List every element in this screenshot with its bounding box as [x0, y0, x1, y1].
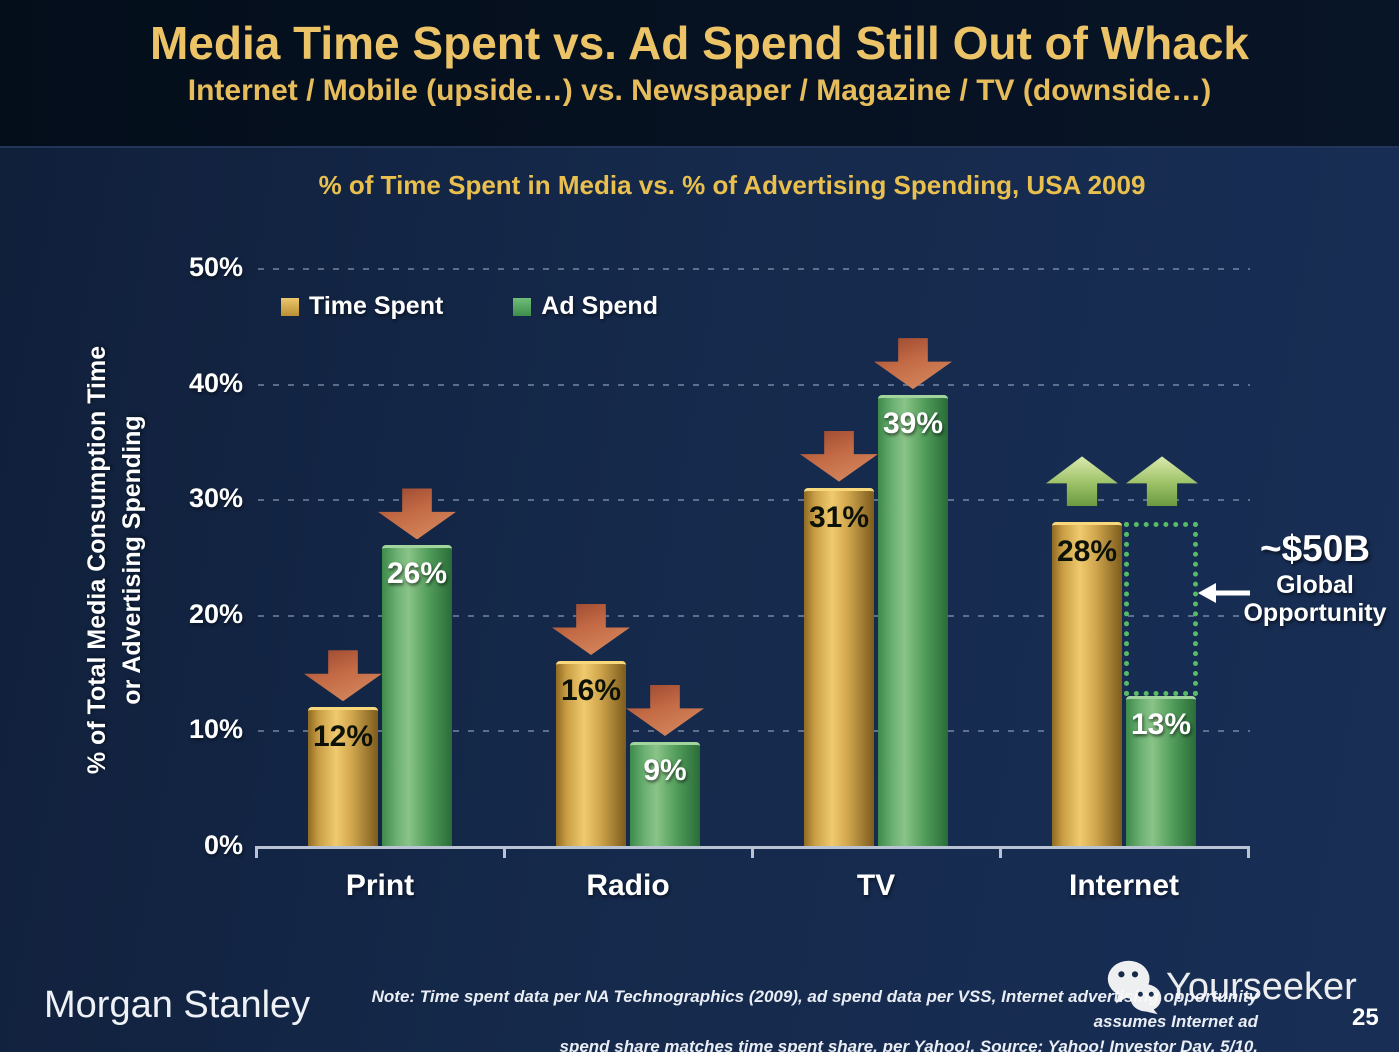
opportunity-annotation: ~$50B Global Opportunity	[1235, 528, 1395, 626]
time-spent-swatch-icon	[281, 297, 299, 316]
gridline-20%	[258, 614, 1250, 617]
x-axis-tick	[503, 846, 506, 858]
chart-legend: Time Spent Ad Spend	[281, 292, 658, 321]
bar-value-time-spent-radio: 16%	[560, 674, 622, 708]
x-category-label-print: Print	[345, 869, 415, 902]
bar-value-ad-spend-radio: 9%	[643, 753, 687, 787]
legend-label-time-spent: Time Spent	[309, 292, 444, 320]
wechat-icon	[1107, 960, 1162, 1015]
opportunity-label-line1: Global	[1276, 571, 1354, 599]
y-tick-label-40%: 40%	[188, 367, 243, 398]
x-axis-tick	[999, 846, 1002, 858]
bar-time-spent-tv	[804, 487, 874, 846]
gridline-10%	[258, 730, 1250, 733]
down-arrow-icon	[378, 488, 456, 540]
down-arrow-icon	[874, 338, 952, 390]
bar-ad-spend-radio	[630, 741, 700, 846]
slide-subtitle: Internet / Mobile (upside…) vs. Newspape…	[187, 74, 1212, 107]
source-note: Note: Time spent data per NA Technograph…	[308, 984, 1258, 1052]
watermark-text: Yourseeker	[1166, 965, 1357, 1008]
y-tick-label-10%: 10%	[188, 714, 243, 745]
bar-time-spent-internet	[1052, 522, 1122, 846]
down-arrow-icon	[552, 604, 630, 656]
bar-ad-spend-tv	[878, 395, 948, 846]
source-note-line1: Note: Time spent data per NA Technograph…	[371, 987, 1258, 1031]
x-category-label-tv: TV	[856, 869, 896, 902]
gridline-40%	[258, 383, 1250, 386]
y-tick-label-20%: 20%	[188, 598, 243, 629]
gridline-30%	[258, 499, 1250, 502]
watermark: Yourseeker	[1106, 956, 1357, 1018]
bar-value-ad-spend-tv: 39%	[882, 407, 944, 441]
down-arrow-icon	[800, 430, 878, 482]
morgan-stanley-logo: Morgan Stanley	[44, 984, 311, 1026]
y-tick-label-50%: 50%	[188, 252, 243, 282]
bar-value-time-spent-internet: 28%	[1056, 535, 1118, 569]
source-note-line2: spend share matches time spent share, pe…	[559, 1037, 1259, 1052]
left-arrow-icon	[1198, 580, 1252, 611]
page-number: 25	[1352, 1004, 1379, 1031]
legend-label-ad-spend: Ad Spend	[541, 292, 658, 320]
y-tick-label-30%: 30%	[188, 483, 243, 514]
opportunity-amount: ~$50B	[1259, 528, 1371, 569]
x-axis-tick	[255, 846, 258, 858]
ad-spend-swatch-icon	[513, 297, 532, 316]
bar-value-ad-spend-print: 26%	[386, 557, 448, 591]
down-arrow-icon	[304, 650, 382, 702]
down-arrow-icon	[626, 684, 704, 736]
slide-header: Media Time Spent vs. Ad Spend Still Out …	[0, 0, 1399, 148]
y-tick-label-0%: 0%	[203, 830, 243, 860]
slide-title: Media Time Spent vs. Ad Spend Still Out …	[149, 17, 1250, 69]
y-axis-title-line1: % of Total Media Consumption Time	[83, 345, 111, 775]
x-axis-tick	[751, 846, 754, 858]
legend-item-ad-spend: Ad Spend	[513, 292, 658, 321]
bar-value-time-spent-tv: 31%	[808, 500, 870, 534]
bar-time-spent-print	[308, 707, 378, 846]
x-category-label-radio: Radio	[586, 869, 670, 902]
x-axis-tick	[1247, 846, 1250, 858]
bar-value-ad-spend-internet: 13%	[1130, 707, 1192, 741]
x-category-label-internet: Internet	[1068, 869, 1179, 902]
legend-item-time-spent: Time Spent	[281, 292, 443, 321]
opportunity-gap-box	[1124, 522, 1198, 696]
chart-title: % of Time Spent in Media vs. % of Advert…	[318, 170, 1146, 200]
bar-value-time-spent-print: 12%	[312, 720, 374, 754]
opportunity-label-line2: Opportunity	[1243, 599, 1387, 627]
bar-ad-spend-internet	[1126, 695, 1196, 846]
bar-ad-spend-print	[382, 545, 452, 846]
bar-time-spent-radio	[556, 661, 626, 846]
gridline-50%	[258, 268, 1250, 270]
